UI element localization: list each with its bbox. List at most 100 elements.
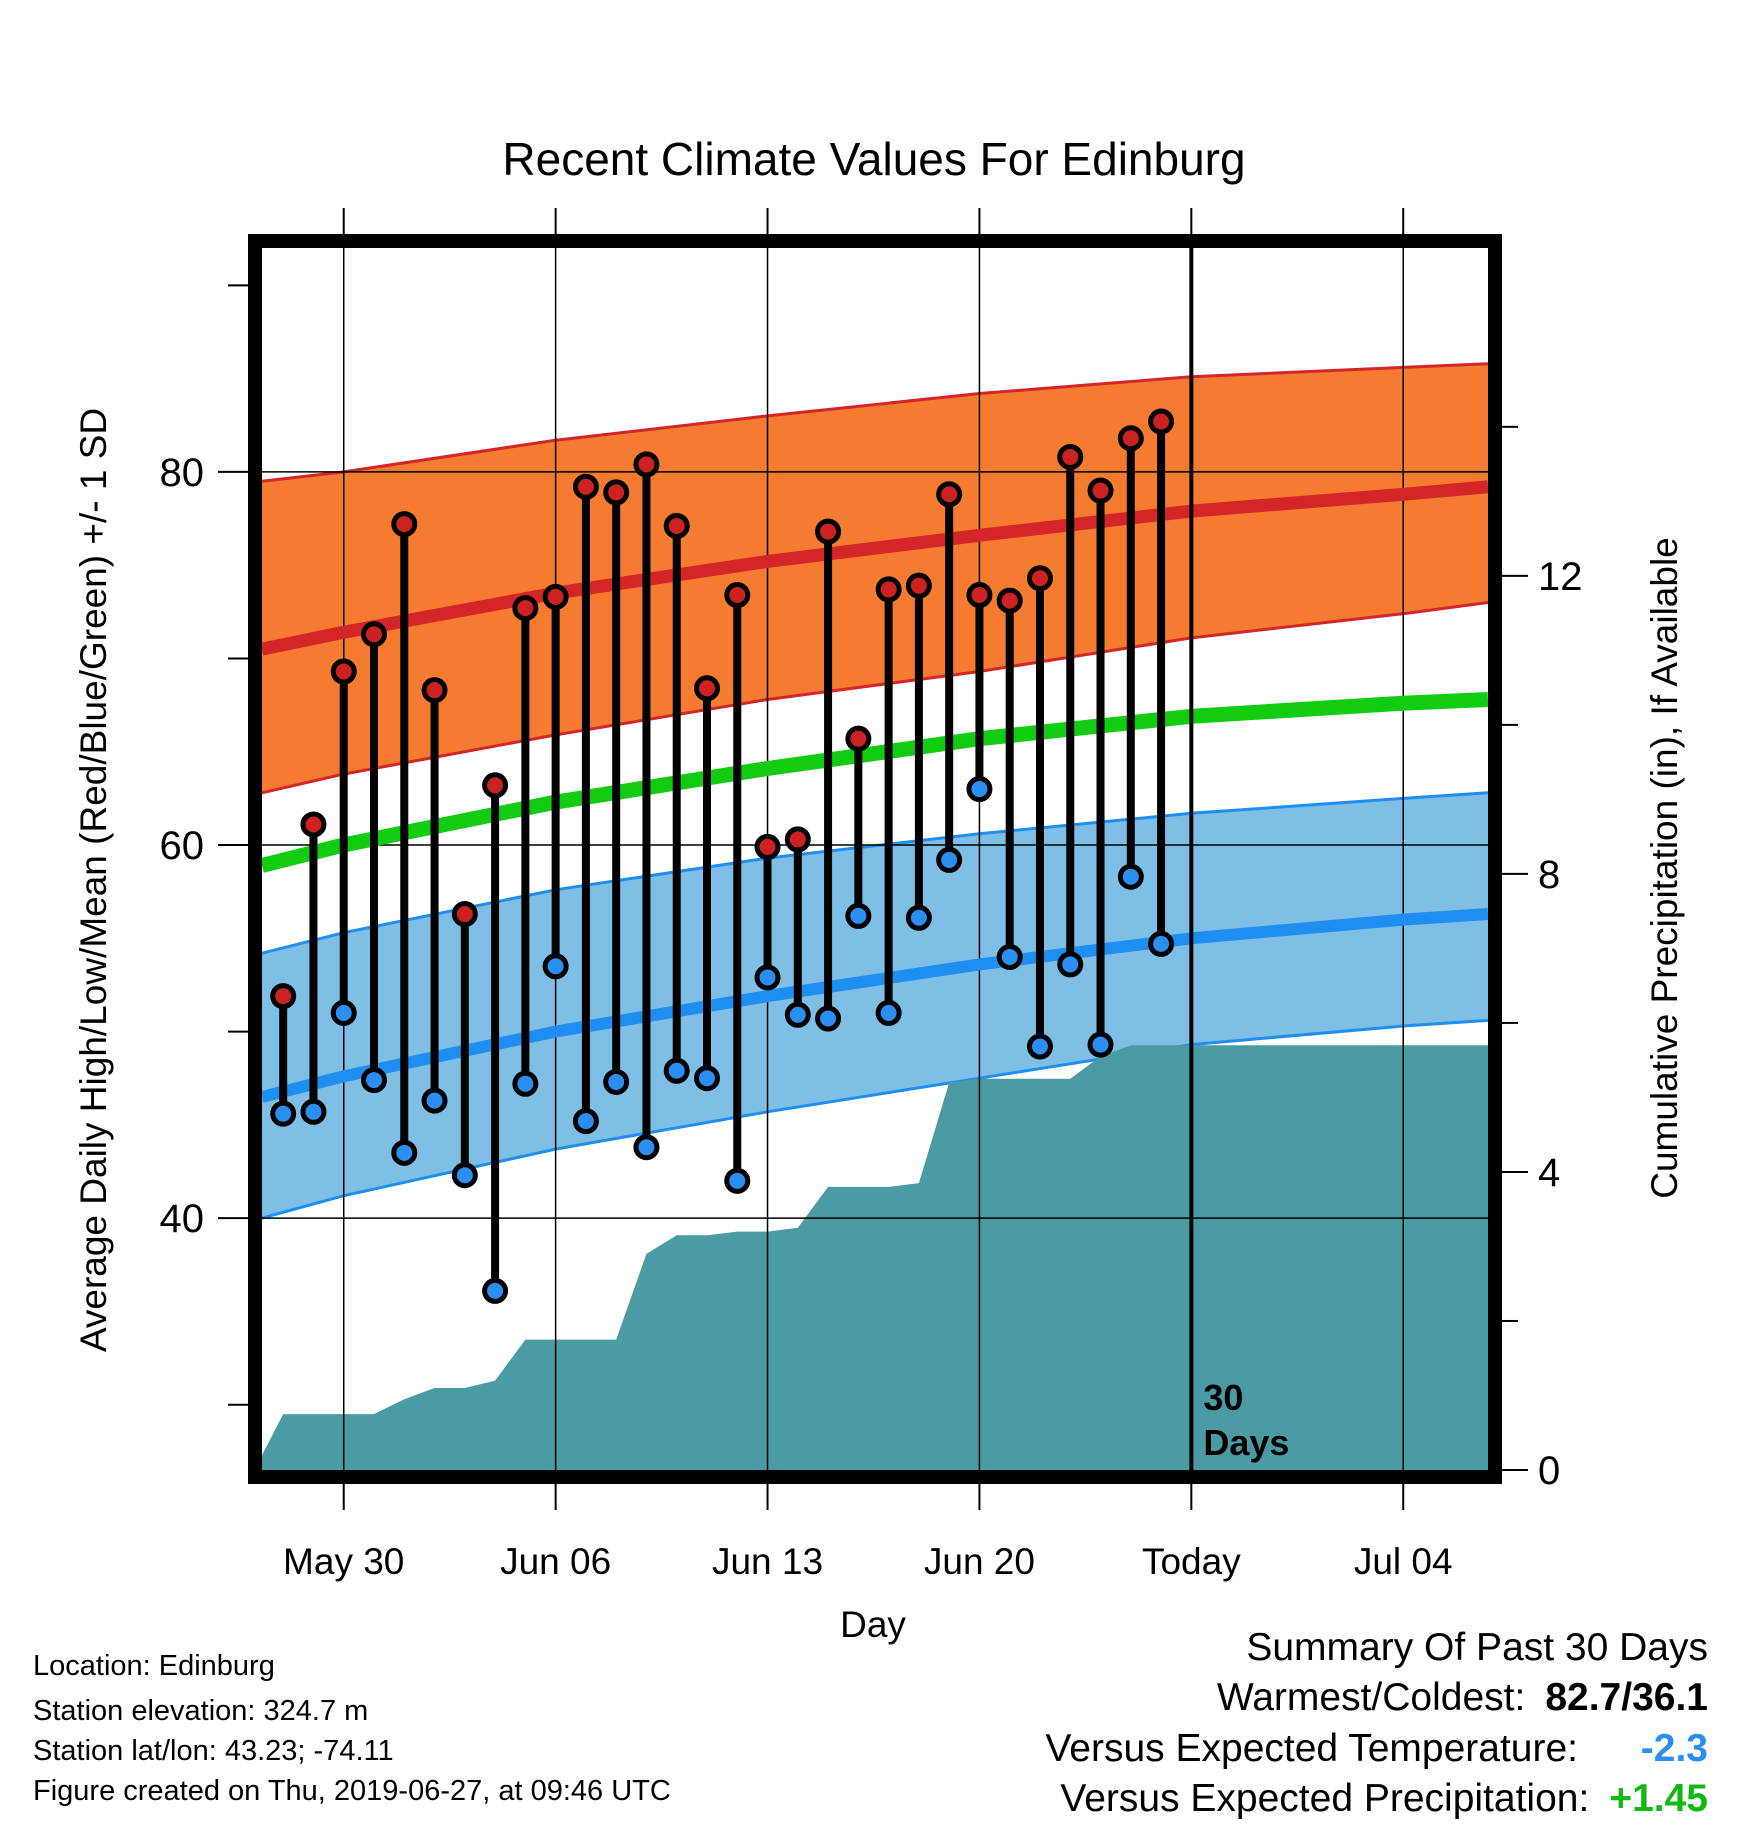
- y-left-tick-label: 60: [160, 824, 205, 868]
- daily-low-point: [996, 943, 1023, 970]
- daily-low-point: [482, 1277, 509, 1304]
- daily-high-point: [300, 811, 327, 838]
- summary-warmest-coldest-label: Warmest/Coldest:: [1216, 1676, 1526, 1719]
- daily-low-point: [451, 1162, 478, 1189]
- x-tick-label: May 30: [283, 1541, 404, 1582]
- daily-high-point: [663, 512, 690, 539]
- daily-high-point: [996, 587, 1023, 614]
- daily-high-point: [875, 576, 902, 603]
- normal-bands-layer: [261, 362, 1489, 1220]
- daily-high-point: [542, 583, 569, 610]
- today-days-label: 30: [1203, 1377, 1243, 1418]
- x-axis-label: Day: [840, 1604, 906, 1645]
- daily-high-point: [754, 833, 781, 860]
- daily-high-point: [815, 518, 842, 545]
- daily-low-point: [875, 999, 902, 1026]
- y-right-tick-label: 0: [1538, 1449, 1560, 1493]
- daily-low-point: [270, 1100, 297, 1127]
- low-sd-band: [262, 792, 1488, 1219]
- x-tick-label: Jun 06: [500, 1541, 611, 1582]
- y-right-tick-label: 12: [1538, 555, 1583, 599]
- daily-high-point: [693, 675, 720, 702]
- daily-high-point: [421, 677, 448, 704]
- daily-low-point: [633, 1134, 660, 1161]
- x-tick-label: Jul 04: [1354, 1541, 1453, 1582]
- cumulative-precipitation-area: [262, 1045, 1488, 1470]
- daily-high-point: [391, 511, 418, 538]
- y-left-tick-label: 80: [160, 451, 205, 495]
- daily-high-point: [482, 772, 509, 799]
- footer-latlon: Station lat/lon: 43.23; -74.11: [33, 1735, 394, 1767]
- summary-warmest-coldest-value: 82.7/36.1: [1545, 1676, 1708, 1719]
- y-right-tick-label: 8: [1538, 853, 1560, 897]
- y-right-tick-label: 4: [1538, 1151, 1560, 1195]
- precipitation-layer: [262, 1045, 1488, 1470]
- daily-low-point: [300, 1098, 327, 1125]
- daily-high-point: [361, 621, 388, 648]
- y-axis-right-label: Cumulative Precipitation (in), If Availa…: [1644, 537, 1685, 1199]
- y-axis-left-label: Average Daily High/Low/Mean (Red/Blue/Gr…: [73, 408, 114, 1352]
- summary-precipitation-row: Versus Expected Precipitation: +1.45: [1060, 1777, 1708, 1821]
- y-left-tick-label: 40: [160, 1197, 205, 1241]
- axes-layer: 40 60 80 0 4 8 12 May 30 Jun 06 Jun 13 Jun 20 Today…: [160, 208, 1583, 1582]
- daily-low-point: [784, 1001, 811, 1028]
- daily-high-point: [330, 658, 357, 685]
- daily-low-point: [603, 1068, 630, 1095]
- daily-high-point: [633, 451, 660, 478]
- daily-high-point: [905, 572, 932, 599]
- daily-high-point: [1117, 425, 1144, 452]
- daily-low-point: [845, 902, 872, 929]
- daily-high-point: [724, 582, 751, 609]
- daily-low-point: [512, 1070, 539, 1097]
- daily-high-point: [1057, 443, 1084, 470]
- daily-high-point: [784, 826, 811, 853]
- daily-high-point: [270, 983, 297, 1010]
- low-band-lower-edge: [261, 1018, 1489, 1220]
- daily-low-point: [391, 1139, 418, 1166]
- summary-temperature-label: Versus Expected Temperature:: [1045, 1727, 1578, 1770]
- low-band-upper-edge: [261, 791, 1489, 955]
- daily-low-point: [754, 964, 781, 991]
- plot-frame-layer: [248, 234, 1502, 1484]
- daily-high-point: [512, 595, 539, 622]
- daily-high-point: [1026, 565, 1053, 592]
- daily-low-point: [1057, 951, 1084, 978]
- daily-low-point: [724, 1167, 751, 1194]
- daily-high-point: [451, 901, 478, 928]
- daily-low-point: [1087, 1031, 1114, 1058]
- daily-low-point: [1026, 1033, 1053, 1060]
- normal-mean-line: [260, 692, 1489, 873]
- high-band-lower-edge: [261, 601, 1489, 795]
- daily-low-point: [815, 1005, 842, 1032]
- daily-values-layer: [270, 408, 1175, 1304]
- daily-low-point: [936, 846, 963, 873]
- daily-high-point: [936, 481, 963, 508]
- x-tick-label: Today: [1142, 1541, 1241, 1582]
- daily-low-point: [966, 776, 993, 803]
- daily-high-point: [966, 582, 993, 609]
- daily-high-point: [603, 479, 630, 506]
- daily-low-point: [693, 1065, 720, 1092]
- today-days-label-2: Days: [1203, 1422, 1289, 1463]
- summary-temperature-row: Versus Expected Temperature: -2.3: [1045, 1727, 1708, 1771]
- x-tick-label: Jun 20: [924, 1541, 1035, 1582]
- daily-low-point: [572, 1108, 599, 1135]
- footer-elevation: Station elevation: 324.7 m: [33, 1695, 369, 1727]
- footer-location: Location: Edinburg: [33, 1650, 275, 1682]
- summary-title: Summary Of Past 30 Days: [1246, 1626, 1708, 1669]
- summary-precipitation-value: +1.45: [1609, 1777, 1708, 1820]
- chart-title: Recent Climate Values For Edinburg: [502, 133, 1245, 185]
- plot-frame: [248, 234, 1502, 1484]
- daily-high-point: [1148, 408, 1175, 435]
- x-tick-label: Jun 13: [712, 1541, 823, 1582]
- high-sd-band: [262, 363, 1488, 793]
- summary-temperature-value: -2.3: [1640, 1727, 1708, 1770]
- daily-low-point: [1148, 930, 1175, 957]
- daily-high-point: [572, 473, 599, 500]
- high-band-upper-edge: [261, 362, 1489, 483]
- daily-high-point: [1087, 477, 1114, 504]
- daily-low-point: [1117, 863, 1144, 890]
- daily-low-point: [905, 904, 932, 931]
- daily-low-point: [361, 1067, 388, 1094]
- daily-low-point: [663, 1057, 690, 1084]
